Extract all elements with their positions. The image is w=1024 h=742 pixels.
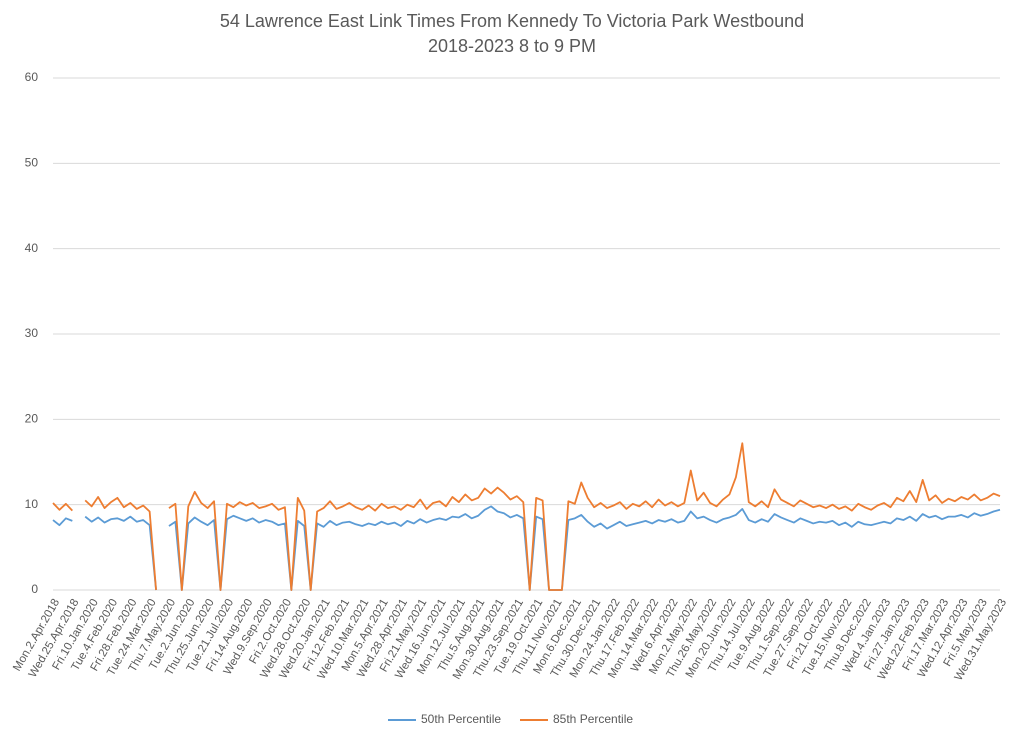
y-tick-label: 20 xyxy=(25,412,39,426)
chart-title: 54 Lawrence East Link Times From Kennedy… xyxy=(220,11,804,31)
y-tick-label: 50 xyxy=(25,156,39,170)
y-tick-label: 10 xyxy=(25,497,39,511)
legend-label: 50th Percentile xyxy=(421,712,501,726)
y-tick-label: 60 xyxy=(25,70,39,84)
y-tick-label: 30 xyxy=(25,326,39,340)
legend-label: 85th Percentile xyxy=(553,712,633,726)
y-tick-label: 40 xyxy=(25,241,39,255)
line-series xyxy=(52,442,1001,591)
y-tick-label: 0 xyxy=(31,582,38,596)
chart-subtitle: 2018-2023 8 to 9 PM xyxy=(428,36,596,56)
